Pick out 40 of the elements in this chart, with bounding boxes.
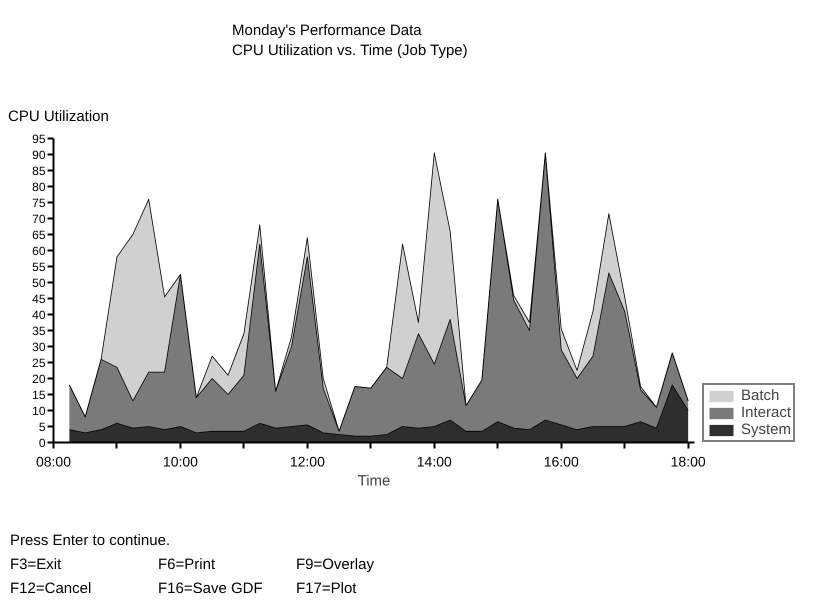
text: F16=Save GDF bbox=[158, 579, 263, 599]
y-tick-label: 50 bbox=[32, 276, 46, 290]
y-tick-label: 40 bbox=[32, 308, 46, 322]
y-axis-title: CPU Utilization bbox=[8, 107, 109, 127]
chart-subtitle: CPU Utilization vs. Time (Job Type) bbox=[232, 41, 468, 61]
legend-label: Batch bbox=[741, 387, 780, 404]
x-tick-label: 08:00 bbox=[36, 454, 72, 470]
legend-label: Interact bbox=[741, 404, 792, 421]
y-tick-label: 20 bbox=[32, 372, 46, 386]
y-tick-label: 45 bbox=[32, 292, 46, 306]
y-tick-label: 35 bbox=[32, 324, 46, 338]
x-tick-label: 18:00 bbox=[670, 454, 706, 470]
text: Press Enter to continue. bbox=[10, 531, 170, 551]
text: F12=Cancel bbox=[10, 579, 92, 599]
y-tick-label: 95 bbox=[32, 132, 46, 146]
y-tick-label: 60 bbox=[32, 244, 46, 258]
text: F17=Plot bbox=[296, 579, 356, 599]
y-tick-label: 0 bbox=[38, 436, 46, 450]
y-tick-label: 75 bbox=[32, 196, 46, 210]
text: F9=Overlay bbox=[296, 555, 374, 575]
x-tick-label: 12:00 bbox=[290, 454, 326, 470]
y-tick-label: 30 bbox=[32, 340, 46, 354]
x-tick-label: 10:00 bbox=[162, 454, 198, 470]
y-tick-label: 25 bbox=[32, 356, 46, 370]
y-tick-label: 80 bbox=[32, 180, 46, 194]
y-tick-label: 15 bbox=[32, 388, 46, 402]
y-tick-label: 10 bbox=[32, 404, 46, 418]
x-tick-label: 14:00 bbox=[416, 454, 452, 470]
x-tick-label: 16:00 bbox=[544, 454, 579, 470]
legend-label: System bbox=[741, 421, 792, 438]
y-tick-label: 90 bbox=[32, 148, 46, 162]
text: F6=Print bbox=[158, 555, 216, 575]
y-tick-label: 70 bbox=[32, 212, 46, 226]
y-tick-label: 85 bbox=[32, 164, 46, 178]
y-tick-label: 65 bbox=[32, 228, 46, 242]
text: F3=Exit bbox=[10, 555, 62, 575]
x-axis-title: Time bbox=[358, 472, 390, 490]
y-tick-label: 5 bbox=[38, 420, 46, 434]
chart-title: Monday's Performance Data bbox=[232, 21, 422, 41]
y-tick-label: 55 bbox=[32, 260, 46, 274]
